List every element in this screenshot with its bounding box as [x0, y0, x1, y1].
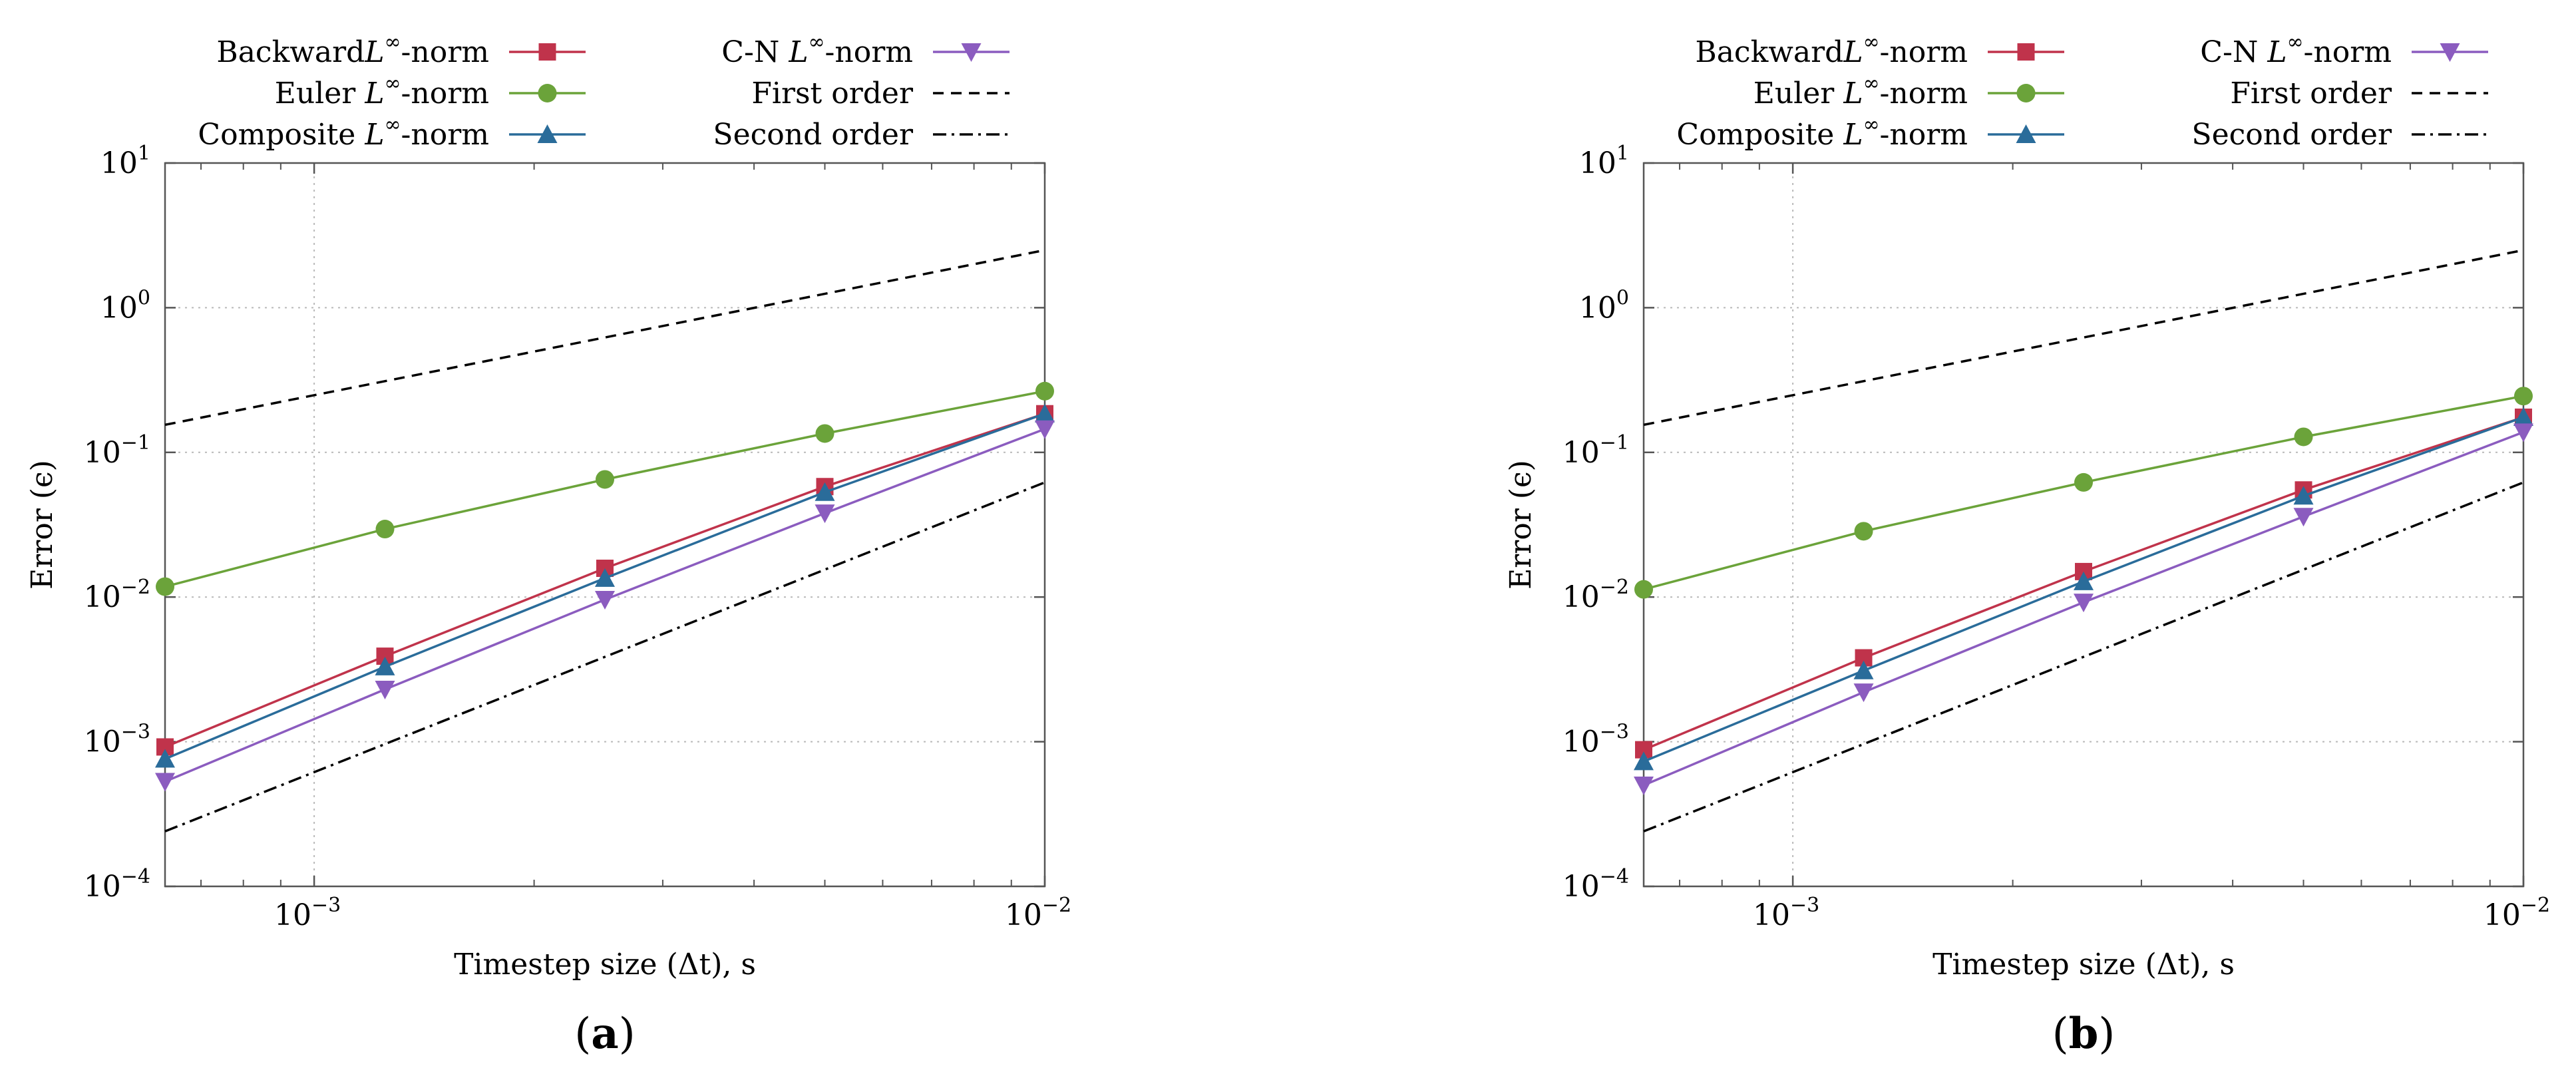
legend-item: Second order: [713, 118, 1010, 152]
legend-label: First order: [751, 77, 914, 110]
data-point-composite: [2513, 407, 2533, 426]
plot-frame: [164, 162, 1046, 888]
legend-marker: [538, 43, 556, 61]
data-point-c-n: [2513, 423, 2533, 443]
legend-label: Composite L∞-norm: [1676, 113, 1968, 152]
data-point-euler: [596, 470, 614, 489]
data-point-c-n: [155, 773, 175, 792]
x-tick-label: 10−2: [1005, 894, 1071, 932]
data-point-c-n: [1634, 777, 1654, 796]
legend-label: Euler L∞-norm: [1753, 72, 1968, 110]
data-point-euler: [2514, 387, 2533, 406]
y-tick-label: 10−2: [1563, 576, 1629, 614]
y-tick-label: 10−3: [84, 721, 150, 759]
legend-item: BackwardL∞-norm: [1695, 31, 2064, 69]
legend-label: BackwardL∞-norm: [1695, 31, 1968, 69]
legend-item: First order: [2230, 77, 2488, 110]
legend-item: Euler L∞-norm: [275, 72, 586, 110]
data-point-composite: [1035, 403, 1055, 423]
y-tick-label: 10−2: [84, 576, 150, 614]
data-point-c-n: [2074, 594, 2094, 613]
data-point-composite: [2074, 571, 2094, 590]
data-point-c-n: [1035, 420, 1055, 439]
legend-label: BackwardL∞-norm: [216, 31, 489, 69]
legend-label: Second order: [2191, 118, 2392, 152]
legend-item: BackwardL∞-norm: [216, 31, 586, 69]
legend-item: Composite L∞-norm: [198, 113, 586, 152]
series-line-first-order: [1643, 249, 2524, 427]
legend-marker: [2016, 124, 2036, 143]
y-tick-label: 10−4: [1563, 865, 1629, 904]
data-point-composite: [595, 568, 615, 587]
legend-label: Second order: [713, 118, 914, 152]
data-point-euler: [375, 520, 395, 539]
chart-panel-a: 101 100 10−1 10−2 10−3 10−4 10−3 10−2 Timestep s…: [25, 31, 1071, 1059]
x-tick-label: 10−2: [2484, 894, 2550, 932]
legend-item: C-N L∞-norm: [2200, 31, 2488, 69]
data-point-composite: [1634, 751, 1654, 771]
y-tick-label: 10−3: [1563, 721, 1629, 759]
data-point-c-n: [2293, 508, 2314, 527]
y-axis-title: Error (ϵ): [25, 460, 59, 590]
x-tick-label: 10−3: [274, 894, 341, 932]
data-point-composite: [815, 482, 835, 501]
data-point-euler: [2294, 427, 2313, 447]
data-point-euler: [1854, 522, 1873, 541]
y-tick-label: 10−1: [1563, 431, 1629, 470]
data-point-c-n: [1853, 683, 1874, 703]
legend-item: C-N L∞-norm: [721, 31, 1010, 69]
legend-marker: [537, 124, 558, 143]
series-line-second-order: [1643, 481, 2524, 832]
series-line-euler: [1643, 395, 2524, 591]
legend-item: First order: [751, 77, 1010, 110]
legend-marker: [2440, 43, 2460, 62]
legend-item: Second order: [2191, 118, 2488, 152]
legend-label: C-N L∞-norm: [721, 31, 913, 69]
y-tick-label: 10−4: [84, 865, 150, 904]
legend-item: Euler L∞-norm: [1753, 72, 2064, 110]
legend-item: Composite L∞-norm: [1676, 113, 2064, 152]
data-point-euler: [815, 424, 834, 443]
data-point-c-n: [815, 504, 835, 524]
legend-marker: [961, 43, 982, 62]
data-point-composite: [1853, 660, 1874, 679]
legend-label: Euler L∞-norm: [275, 72, 489, 110]
y-axis-title: Error (ϵ): [1504, 460, 1538, 590]
x-axis-title: Timestep size (Δt), s: [1932, 948, 2235, 982]
y-tick-label: 101: [1579, 142, 1629, 180]
data-point-c-n: [595, 591, 615, 610]
series-line-second-order: [164, 481, 1045, 832]
x-axis-title: Timestep size (Δt), s: [454, 948, 756, 982]
data-point-composite: [2293, 486, 2314, 505]
data-point-composite: [155, 749, 175, 768]
legend-marker: [2016, 84, 2036, 102]
legend-marker: [538, 84, 557, 102]
legend-marker: [2017, 43, 2035, 61]
data-point-c-n: [375, 680, 395, 699]
legend-label: First order: [2230, 77, 2392, 110]
y-tick-label: 100: [100, 286, 150, 325]
series-line-euler: [164, 390, 1045, 588]
data-point-euler: [1634, 580, 1653, 599]
legend-label: Composite L∞-norm: [198, 113, 489, 152]
data-point-euler: [2074, 472, 2093, 492]
data-point-euler: [156, 577, 174, 596]
legend-label: C-N L∞-norm: [2200, 31, 2392, 69]
data-point-euler: [1035, 381, 1054, 401]
y-tick-label: 101: [100, 142, 150, 180]
series-line-first-order: [164, 249, 1045, 427]
panel-label: (b): [2052, 1009, 2116, 1059]
y-tick-label: 100: [1579, 286, 1629, 325]
plot-frame: [1642, 162, 2525, 888]
x-tick-label: 10−3: [1753, 894, 1819, 932]
panel-label: (a): [574, 1009, 635, 1059]
chart-panel-b: 101 100 10−1 10−2 10−3 10−4 10−3 10−2 Timestep s…: [1504, 31, 2550, 1059]
data-point-composite: [375, 656, 395, 675]
y-tick-label: 10−1: [84, 431, 150, 470]
